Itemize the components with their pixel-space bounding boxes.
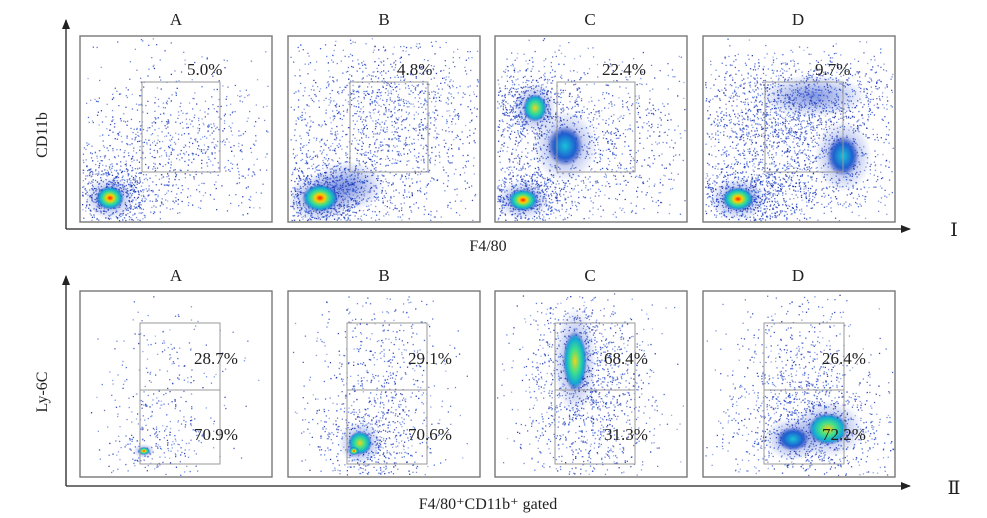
gate-box (349, 81, 429, 173)
row1-y-label: CD11b (34, 112, 51, 158)
gate-box (763, 322, 845, 465)
panel-title: A (170, 10, 183, 29)
plot-frame (79, 290, 273, 478)
plot-frame (494, 35, 688, 223)
gate-box (346, 322, 428, 465)
gate-box (141, 81, 221, 173)
gate-percentage-lower: 72.2% (822, 425, 866, 444)
panel-title: D (792, 10, 804, 29)
plot-frame (287, 290, 481, 478)
plot-frame (702, 290, 896, 478)
gate-box (764, 81, 844, 173)
plot-frame (702, 35, 896, 223)
density-plot-a2 (90, 296, 260, 476)
density-plot-c2 (497, 293, 684, 476)
row2-panel-c: C 68.4% 31.3% (494, 266, 688, 478)
gate-percentage: 5.0% (187, 60, 222, 79)
gate-percentage: 22.4% (602, 60, 646, 79)
panel-title: C (584, 266, 595, 285)
gate-percentage-lower: 70.6% (408, 425, 452, 444)
gate-percentage-upper: 68.4% (604, 349, 648, 368)
panel-title: B (378, 266, 389, 285)
plot-frame (494, 290, 688, 478)
row1-panel-a: A 5.0% (79, 10, 273, 223)
panel-title: B (378, 10, 389, 29)
row2-axes (62, 275, 911, 490)
row2-marker: Ⅱ (948, 478, 961, 499)
row1-panel-d: D 9.7% (702, 10, 896, 223)
panel-title: D (792, 266, 804, 285)
row2-panel-d: D 26.4% 72.2% (702, 266, 896, 478)
density-plot-b1 (287, 38, 479, 224)
gate-percentage-lower: 70.9% (194, 425, 238, 444)
gate-percentage: 4.8% (397, 60, 432, 79)
gate-box (554, 322, 636, 465)
density-plot-d1 (705, 38, 894, 222)
row1-x-label: F4/80 (469, 238, 506, 255)
row2-panel-b: B 29.1% 70.6% (287, 266, 481, 478)
gate-percentage-upper: 29.1% (408, 349, 452, 368)
plot-frame (287, 35, 481, 223)
gate-percentage: 9.7% (815, 60, 850, 79)
row2-panel-a: A 28.7% 70.9% (79, 266, 273, 478)
gate-box (139, 322, 221, 465)
row1-axes (62, 19, 911, 233)
density-plot-d2 (705, 294, 895, 477)
plot-frame (79, 35, 273, 223)
row1-panel-b: B 4.8% (287, 10, 481, 224)
gate-percentage-upper: 26.4% (822, 349, 866, 368)
row1-panel-c: C 22.4% (494, 10, 688, 223)
gate-percentage-lower: 31.3% (604, 425, 648, 444)
row2-y-label: Ly-6C (34, 372, 51, 413)
panel-title: A (170, 266, 183, 285)
panel-title: C (584, 10, 595, 29)
gate-percentage-upper: 28.7% (194, 349, 238, 368)
density-plot-c1 (496, 38, 686, 222)
row2-x-label: F4/80⁺CD11b⁺ gated (419, 496, 558, 513)
density-plot-a1 (82, 38, 269, 222)
row1-marker: Ⅰ (950, 220, 958, 241)
gate-box (556, 81, 636, 173)
density-plot-b2 (292, 296, 468, 476)
